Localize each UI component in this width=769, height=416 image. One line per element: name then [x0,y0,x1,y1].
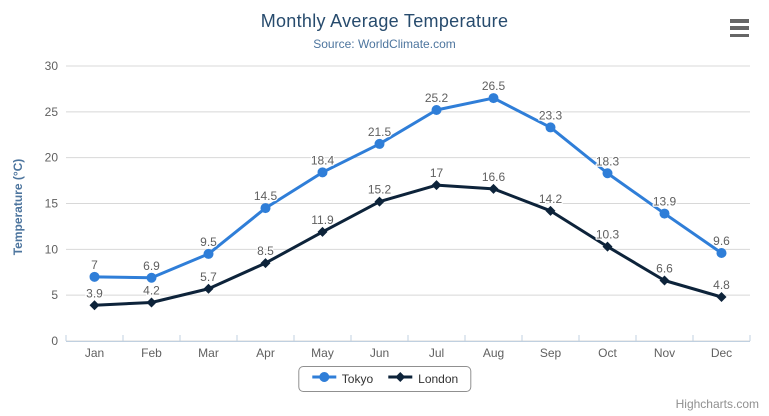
data-point-marker[interactable] [431,105,442,115]
legend-item-london[interactable]: London [387,370,458,388]
series-line[interactable] [93,96,723,280]
hamburger-menu-icon [730,26,749,30]
data-point-marker[interactable] [488,93,499,104]
x-axis-label: Jun [370,346,389,360]
x-axis-label: Feb [141,346,162,360]
data-label: 11.9 [311,213,334,227]
data-label: 18.4 [311,153,335,167]
x-axis-label: Jan [85,346,104,360]
legend-symbol [388,372,413,382]
y-axis-label: 5 [51,288,58,302]
y-axis-label: 15 [45,197,59,211]
data-point-marker[interactable] [146,272,157,283]
data-point-marker[interactable] [203,248,214,259]
legend-item-tokyo[interactable]: Tokyo [311,370,373,388]
data-label: 9.5 [200,235,217,249]
data-point-marker[interactable] [659,275,670,286]
data-point-marker[interactable] [317,226,328,237]
x-axis-label: Mar [198,346,219,360]
data-label: 17 [430,166,444,180]
london-series-symbol [387,370,413,388]
x-axis-label: Sep [540,346,562,360]
data-label: 4.8 [713,278,730,292]
highcharts-credits-link[interactable]: Highcharts.com [675,397,759,411]
data-point-marker[interactable] [146,297,157,308]
chart-subtitle: Source: WorldClimate.com [313,37,456,51]
y-axis-label: 25 [45,105,59,119]
data-point-marker[interactable] [488,183,499,194]
data-point-marker[interactable] [203,283,214,294]
data-point-marker[interactable] [260,203,271,214]
data-label: 6.9 [143,259,160,273]
series-line[interactable] [93,183,723,307]
data-label: 21.5 [368,125,392,139]
data-point-marker[interactable] [602,241,613,252]
data-point-marker[interactable] [716,248,727,258]
data-point-marker[interactable] [374,196,385,207]
data-label: 18.3 [596,154,620,168]
data-label: 10.3 [596,228,620,242]
data-label: 14.5 [254,189,278,203]
data-point-marker[interactable] [89,300,100,311]
legend-label: Tokyo [341,372,374,386]
x-axis-label: Oct [598,346,617,360]
legend-symbol-marker [318,372,329,382]
x-axis-label: Dec [711,346,732,360]
legend-symbol-marker [395,372,406,382]
data-point-marker[interactable] [89,271,100,282]
x-axis-label: May [311,346,334,360]
hamburger-menu-icon [730,33,749,37]
x-axis-label: Nov [654,346,675,360]
y-axis-label: 20 [45,151,59,165]
data-label: 9.6 [713,234,730,248]
data-point-marker[interactable] [716,292,727,302]
data-label: 5.7 [200,270,217,284]
data-point-marker[interactable] [374,138,385,149]
x-axis-label: Aug [483,346,504,360]
data-label: 25.2 [425,91,449,105]
data-label: 26.5 [482,79,506,93]
data-point-marker[interactable] [317,167,328,178]
export-menu-button[interactable] [728,17,752,39]
legend-label: London [418,372,459,386]
data-label: 3.9 [86,286,103,300]
data-point-marker[interactable] [431,180,442,191]
series-london: 3.9 4.2 5.7 8.5 11.9 15.2 17 16.6 14.2 10.3 6.6 4.8 [85,165,731,311]
tokyo-series-symbol [311,370,337,388]
data-label: 13.9 [653,195,677,209]
data-label: 14.2 [539,192,563,206]
data-point-marker[interactable] [545,122,556,133]
y-axis-label: 30 [45,59,59,73]
data-point-marker[interactable] [545,205,556,216]
series-tokyo: 7 6.9 9.5 14.5 18.4 21.5 25.2 26.5 23.3 18.3 13.9 9… [89,78,731,283]
data-label: 7 [91,258,98,272]
y-axis-label: 0 [51,334,58,348]
y-axis-label: 10 [45,242,59,256]
data-point-marker[interactable] [659,208,670,219]
data-label: 4.2 [143,284,160,298]
data-point-marker[interactable] [602,168,613,179]
data-label: 8.5 [257,244,274,258]
legend: Tokyo London [297,366,472,392]
x-axis-label: Jul [429,346,444,360]
chart-title: Monthly Average Temperature [260,11,509,31]
data-point-marker[interactable] [260,258,271,269]
legend-symbol [311,372,336,382]
data-label: 6.6 [656,262,673,276]
x-axis-label: Apr [256,346,275,360]
hamburger-menu-icon [730,19,749,23]
data-label: 23.3 [539,108,563,122]
data-label: 16.6 [482,170,506,184]
data-label: 15.2 [368,183,392,197]
